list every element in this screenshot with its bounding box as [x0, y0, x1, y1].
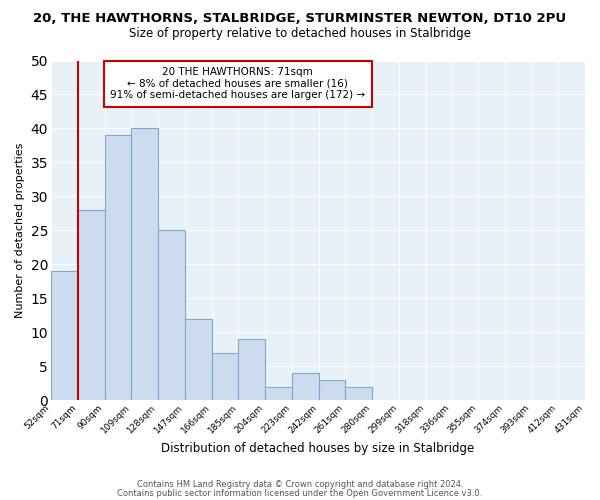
Y-axis label: Number of detached properties: Number of detached properties	[15, 142, 25, 318]
Bar	[238, 339, 265, 400]
Bar	[158, 230, 185, 400]
Text: 20 THE HAWTHORNS: 71sqm
← 8% of detached houses are smaller (16)
91% of semi-det: 20 THE HAWTHORNS: 71sqm ← 8% of detached…	[110, 68, 365, 100]
Bar	[212, 352, 238, 400]
Bar	[265, 386, 292, 400]
Bar	[51, 271, 78, 400]
Text: 20, THE HAWTHORNS, STALBRIDGE, STURMINSTER NEWTON, DT10 2PU: 20, THE HAWTHORNS, STALBRIDGE, STURMINST…	[34, 12, 566, 26]
Bar	[131, 128, 158, 400]
Bar	[78, 210, 104, 400]
Bar	[104, 135, 131, 400]
X-axis label: Distribution of detached houses by size in Stalbridge: Distribution of detached houses by size …	[161, 442, 475, 455]
Bar	[346, 386, 372, 400]
Bar	[185, 318, 212, 400]
Text: Size of property relative to detached houses in Stalbridge: Size of property relative to detached ho…	[129, 28, 471, 40]
Bar	[292, 373, 319, 400]
Text: Contains HM Land Registry data © Crown copyright and database right 2024.: Contains HM Land Registry data © Crown c…	[137, 480, 463, 489]
Bar	[319, 380, 346, 400]
Text: Contains public sector information licensed under the Open Government Licence v3: Contains public sector information licen…	[118, 488, 482, 498]
